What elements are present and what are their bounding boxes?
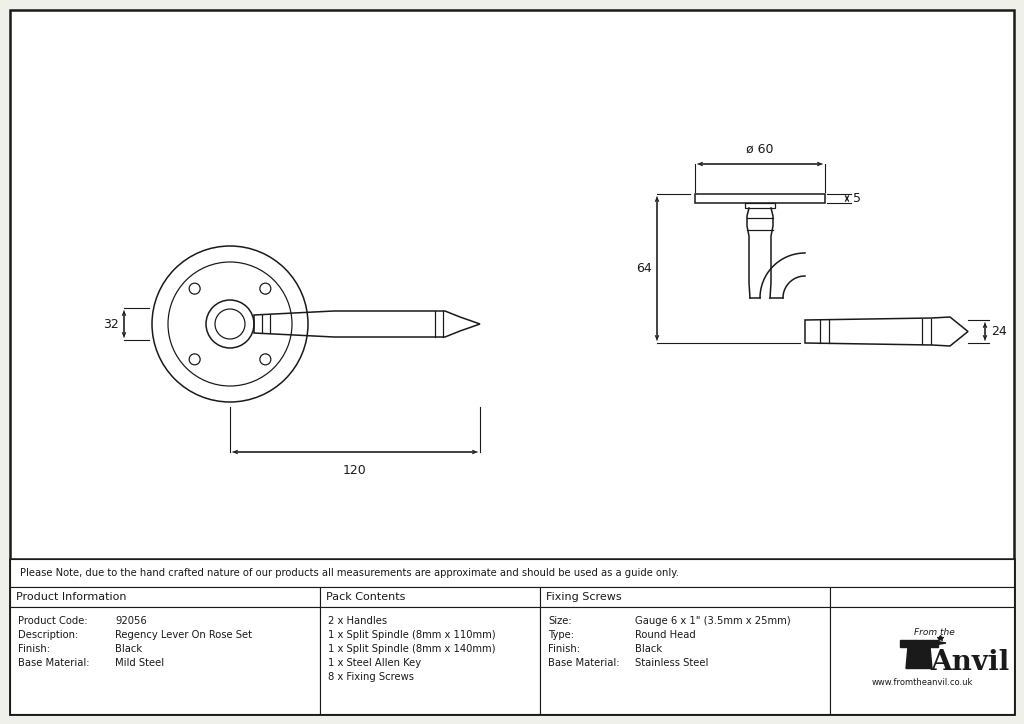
Text: 8 x Fixing Screws: 8 x Fixing Screws	[328, 672, 414, 682]
Bar	[10, 607, 319, 714]
Bar	[830, 607, 1014, 714]
Text: Type:: Type:	[548, 630, 574, 640]
Text: ø 60: ø 60	[746, 143, 774, 156]
Text: Please Note, due to the hand crafted nature of our products all measurements are: Please Note, due to the hand crafted nat…	[20, 568, 679, 578]
Text: 1 x Split Spindle (8mm x 140mm): 1 x Split Spindle (8mm x 140mm)	[328, 644, 496, 654]
Bar	[319, 587, 540, 607]
Text: Regency Lever On Rose Set: Regency Lever On Rose Set	[115, 630, 252, 640]
Bar	[745, 203, 775, 208]
Text: Pack Contents: Pack Contents	[326, 592, 406, 602]
Bar	[695, 194, 825, 203]
Text: Black: Black	[115, 644, 142, 654]
Text: 92056: 92056	[115, 616, 146, 626]
Bar	[319, 607, 540, 714]
Text: Base Material:: Base Material:	[548, 658, 620, 668]
Polygon shape	[906, 647, 932, 668]
Text: Stainless Steel: Stainless Steel	[635, 658, 709, 668]
Text: 64: 64	[636, 262, 652, 275]
Bar	[540, 587, 830, 607]
Text: Description:: Description:	[18, 630, 78, 640]
Text: Finish:: Finish:	[18, 644, 50, 654]
Bar	[10, 559, 1014, 714]
Text: Product Information: Product Information	[16, 592, 127, 602]
Text: 32: 32	[103, 318, 119, 330]
Text: 24: 24	[991, 325, 1007, 338]
Text: Anvil: Anvil	[930, 649, 1010, 676]
Text: 120: 120	[343, 464, 367, 477]
Bar	[830, 587, 1014, 607]
Text: Size:: Size:	[548, 616, 571, 626]
Bar	[540, 607, 830, 714]
Text: Finish:: Finish:	[548, 644, 580, 654]
Bar	[10, 587, 319, 607]
Text: Gauge 6 x 1" (3.5mm x 25mm): Gauge 6 x 1" (3.5mm x 25mm)	[635, 616, 791, 626]
Polygon shape	[938, 641, 946, 644]
Text: From the: From the	[913, 628, 954, 637]
Text: Round Head: Round Head	[635, 630, 695, 640]
Text: Base Material:: Base Material:	[18, 658, 89, 668]
Text: 2 x Handles: 2 x Handles	[328, 616, 387, 626]
Text: Mild Steel: Mild Steel	[115, 658, 164, 668]
Bar	[900, 639, 938, 647]
Bar	[10, 559, 1014, 587]
Text: www.fromtheanvil.co.uk: www.fromtheanvil.co.uk	[871, 678, 973, 687]
Text: 1 x Split Spindle (8mm x 110mm): 1 x Split Spindle (8mm x 110mm)	[328, 630, 496, 640]
Text: 1 x Steel Allen Key: 1 x Steel Allen Key	[328, 658, 421, 668]
Text: Fixing Screws: Fixing Screws	[546, 592, 622, 602]
Text: Product Code:: Product Code:	[18, 616, 88, 626]
Text: 5: 5	[853, 192, 861, 205]
Text: Black: Black	[635, 644, 663, 654]
